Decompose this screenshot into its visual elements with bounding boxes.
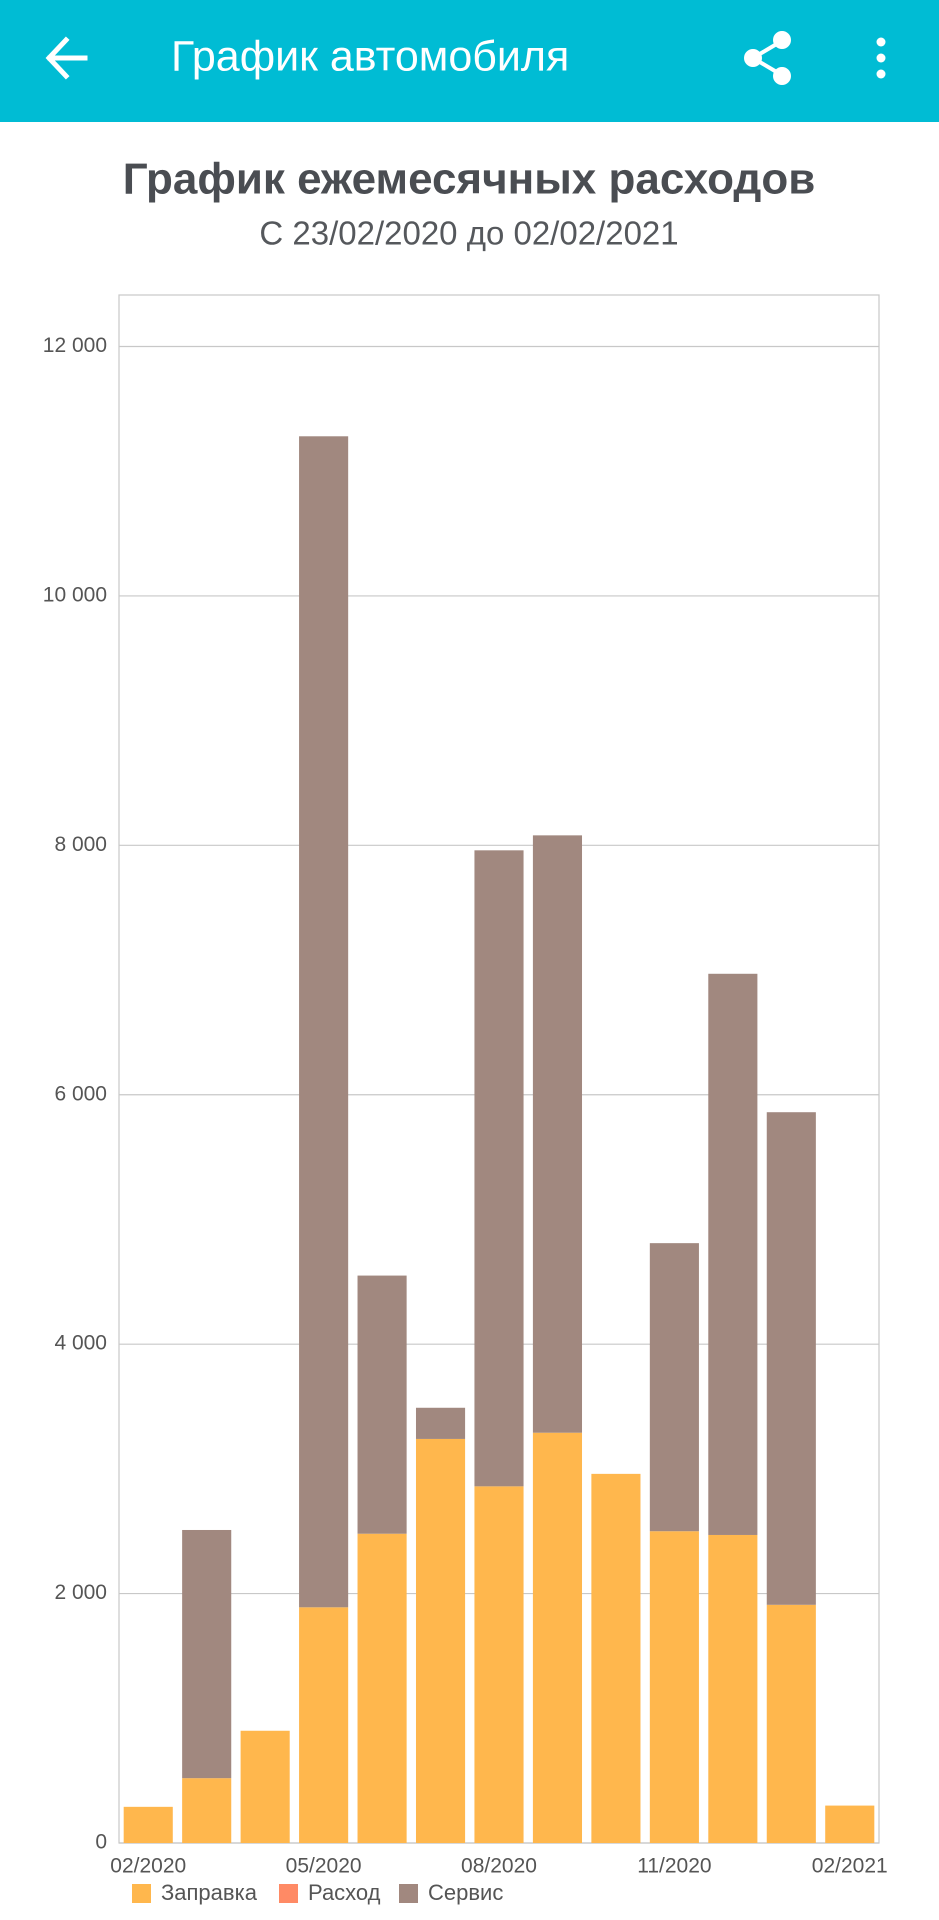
back-button[interactable] [45, 36, 88, 80]
y-tick-label: 2 000 [54, 1581, 107, 1604]
bar-segment [649, 1531, 699, 1843]
legend-label: Сервис [428, 1880, 503, 1905]
bar-segment [299, 436, 349, 1608]
app-bar [0, 0, 939, 122]
y-tick-label: 10 000 [43, 583, 107, 606]
chart-subtitle: С 23/02/2020 до 02/02/2021 [259, 215, 678, 252]
x-tick-label: 05/2020 [286, 1855, 362, 1878]
bar-segment [825, 1805, 875, 1843]
y-tick-label: 12 000 [43, 334, 107, 357]
chart-title: График ежемесячных расходов [123, 155, 816, 204]
bar-segment [766, 1604, 816, 1843]
bar-segment [591, 1473, 641, 1843]
share-button[interactable] [744, 31, 791, 85]
x-tick-label: 08/2020 [461, 1855, 537, 1878]
bar-segment [474, 1486, 524, 1843]
bar-segment [240, 1730, 290, 1843]
legend-swatch [132, 1884, 151, 1903]
y-tick-label: 6 000 [54, 1082, 107, 1105]
bar-segment [474, 850, 524, 1487]
bar-segment [123, 1806, 173, 1843]
bar-segment [532, 835, 583, 1433]
bar-segment [649, 1243, 699, 1532]
bar-segment [532, 1432, 583, 1843]
legend-swatch [399, 1884, 418, 1903]
bar-segment [766, 1112, 816, 1605]
x-tick-label: 02/2021 [812, 1855, 888, 1878]
app-bar-title: График автомобиля [171, 32, 569, 80]
more-button[interactable] [876, 37, 886, 79]
bar-segment [357, 1533, 407, 1843]
legend-label: Заправка [161, 1880, 258, 1905]
y-tick-label: 0 [95, 1831, 107, 1854]
bar-segment [415, 1438, 466, 1843]
y-tick-label: 4 000 [54, 1332, 107, 1355]
x-tick-label: 11/2020 [637, 1855, 711, 1878]
bar-segment [357, 1275, 407, 1534]
legend-label: Расход [308, 1880, 381, 1905]
bar-segment [182, 1778, 232, 1843]
bar-segment [182, 1529, 232, 1779]
legend-swatch [279, 1884, 298, 1903]
bar-segment [415, 1407, 466, 1439]
y-tick-label: 8 000 [54, 833, 107, 856]
bar-segment [708, 973, 758, 1535]
bar-segment [708, 1534, 758, 1843]
bar-segment [299, 1607, 349, 1843]
x-tick-label: 02/2020 [110, 1855, 186, 1878]
